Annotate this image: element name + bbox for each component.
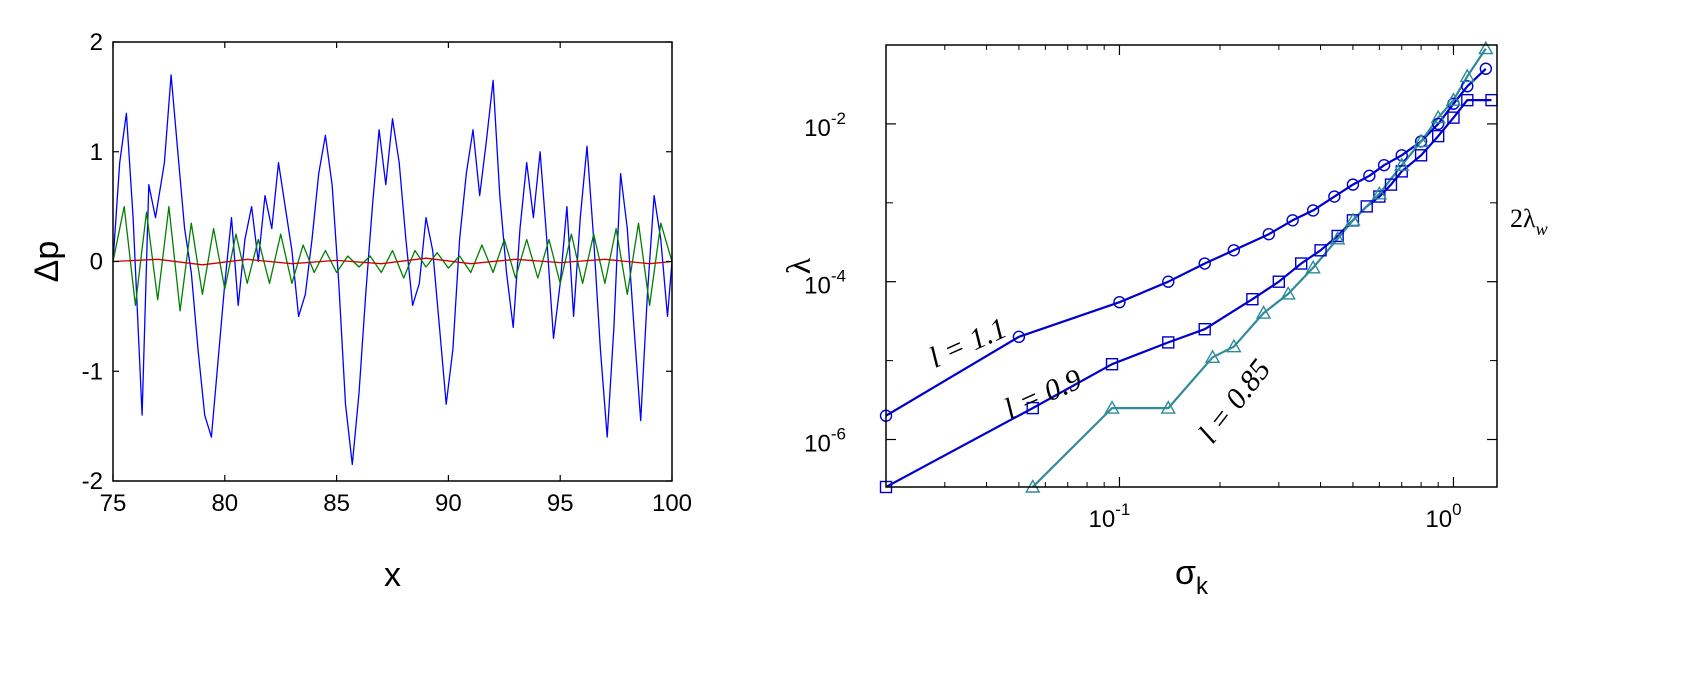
right-data-point-circle bbox=[1377, 158, 1391, 172]
right-data-point-circle bbox=[1479, 62, 1493, 75]
right-data-point-square bbox=[1246, 293, 1259, 306]
right-data-point-triangle bbox=[1371, 185, 1388, 200]
right-data-point-triangle bbox=[1478, 40, 1494, 55]
left-series-line-1 bbox=[112, 205, 673, 312]
right-data-point-square bbox=[1414, 149, 1428, 162]
left-x-tick-label: 80 bbox=[211, 490, 238, 517]
right-plot-frame bbox=[885, 44, 1498, 488]
right-x-tick-label: 10-1 bbox=[1089, 500, 1131, 533]
right-data-point-square bbox=[1105, 358, 1119, 371]
right-data-point-triangle bbox=[1160, 400, 1176, 414]
right-data-point-circle bbox=[1198, 257, 1211, 270]
right-data-point-circle bbox=[1346, 178, 1360, 191]
right-side-label: 2λw bbox=[1510, 204, 1548, 239]
right-y-tick-label: 10-2 bbox=[804, 109, 846, 142]
right-data-point-square bbox=[1294, 257, 1308, 270]
right-data-point-circle bbox=[1395, 149, 1408, 162]
left-y-tick-label: 1 bbox=[90, 139, 103, 166]
right-data-point-square bbox=[1447, 111, 1460, 124]
right-y-tick-label: 10-4 bbox=[804, 267, 846, 300]
left-x-tick-label: 100 bbox=[652, 490, 692, 517]
right-line-annotation: l = 1.1 bbox=[924, 312, 1012, 375]
left-x-tick-label: 85 bbox=[323, 490, 350, 517]
right-data-point-square bbox=[1461, 93, 1474, 107]
right-x-axis-label: σk bbox=[1175, 554, 1209, 600]
left-x-axis-label: x bbox=[384, 556, 401, 594]
right-y-tick-label: 10-6 bbox=[804, 424, 846, 457]
right-line-annotation: l = 0.9 bbox=[999, 363, 1087, 426]
right-data-point-square bbox=[1198, 323, 1211, 336]
right-data-point-square bbox=[1384, 178, 1398, 191]
left-x-tick-label: 75 bbox=[100, 490, 127, 517]
right-data-point-square bbox=[1162, 336, 1175, 349]
right-data-point-circle bbox=[1162, 275, 1175, 288]
right-data-point-triangle bbox=[1204, 349, 1221, 364]
right-data-point-circle bbox=[1363, 169, 1376, 182]
right-data-point-circle bbox=[1306, 204, 1320, 217]
left-chart: 75 80 85 90 95 100 -2 -1 0 1 2 x Δp bbox=[28, 29, 692, 594]
right-x-tick-label: 100 bbox=[1425, 500, 1461, 533]
right-series-line-1 bbox=[886, 98, 1492, 487]
left-series-line-0 bbox=[112, 74, 673, 466]
right-data-point-square bbox=[1272, 275, 1286, 288]
right-data-point-square bbox=[1395, 165, 1408, 178]
right-data-point-triangle bbox=[1345, 212, 1361, 227]
right-data-point-square bbox=[1331, 229, 1344, 243]
right-data-point-triangle bbox=[1305, 259, 1321, 274]
right-data-point-circle bbox=[1227, 244, 1241, 257]
right-data-point-square bbox=[1026, 401, 1039, 415]
right-data-point-triangle bbox=[1430, 109, 1446, 124]
right-data-point-triangle bbox=[1226, 338, 1242, 353]
right-data-point-triangle bbox=[1445, 92, 1462, 106]
right-y-axis-label: λ bbox=[781, 257, 818, 274]
right-data-point-circle bbox=[1012, 330, 1026, 344]
left-y-tick-label: 0 bbox=[90, 249, 103, 276]
right-series-line-2 bbox=[1031, 47, 1487, 487]
right-data-point-circle bbox=[1262, 227, 1276, 241]
right-data-point-triangle bbox=[1459, 68, 1475, 83]
left-y-tick-label: -1 bbox=[82, 358, 103, 385]
left-series-line-2 bbox=[112, 257, 673, 266]
right-data-point-triangle bbox=[1394, 157, 1410, 171]
left-x-tick-label: 95 bbox=[547, 490, 574, 517]
left-y-axis-label: Δp bbox=[28, 241, 66, 283]
right-data-point-triangle bbox=[1280, 285, 1296, 300]
right-data-point-circle bbox=[1431, 117, 1445, 131]
right-data-point-square bbox=[1360, 200, 1373, 213]
right-data-point-circle bbox=[1113, 295, 1126, 309]
right-data-point-triangle bbox=[1255, 305, 1272, 319]
right-data-point-triangle bbox=[1104, 400, 1120, 414]
left-y-tick-label: -2 bbox=[82, 468, 103, 495]
right-data-point-triangle bbox=[1413, 133, 1429, 148]
right-data-point-square bbox=[1431, 129, 1445, 143]
left-y-tick-label: 2 bbox=[90, 29, 103, 56]
left-x-tick-label: 90 bbox=[435, 490, 462, 517]
right-data-point-square bbox=[1314, 244, 1327, 257]
right-data-point-circle bbox=[1286, 214, 1299, 227]
right-data-point-circle bbox=[1328, 190, 1341, 203]
right-data-point-triangle bbox=[1329, 230, 1346, 245]
right-series-line-0 bbox=[886, 68, 1487, 417]
